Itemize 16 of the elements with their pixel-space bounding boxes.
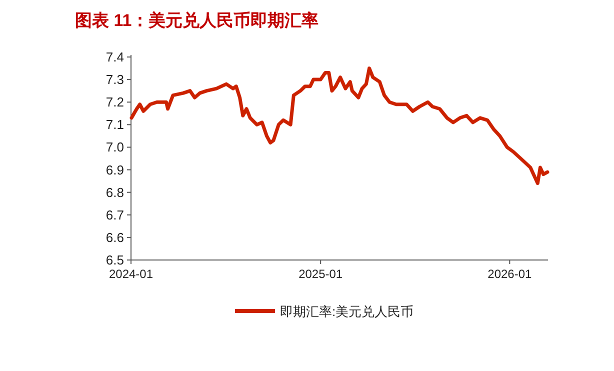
y-tick-label: 6.6 — [106, 230, 124, 245]
y-tick-label: 6.9 — [106, 162, 124, 178]
y-tick-label: 7.1 — [106, 117, 124, 132]
line-series — [130, 66, 550, 186]
y-tick-label: 7.2 — [106, 94, 124, 110]
y-tick-label: 7.3 — [106, 72, 124, 88]
x-tick-label: 2026-01 — [488, 267, 532, 281]
y-tick-label: 7.0 — [106, 140, 124, 155]
x-tick-label: 2024-01 — [108, 267, 154, 281]
legend-label: 即期汇率:美元兑人民币 — [280, 304, 414, 319]
y-tick-label: 6.8 — [106, 184, 124, 200]
chart-title: 图表 11：美元兑人民币即期汇率 — [75, 11, 319, 30]
x-tick-label: 2025-01 — [298, 267, 343, 281]
y-tick-label: 6.5 — [106, 252, 124, 268]
y-tick-label: 6.7 — [106, 207, 124, 222]
y-tick-label: 7.4 — [106, 50, 124, 64]
